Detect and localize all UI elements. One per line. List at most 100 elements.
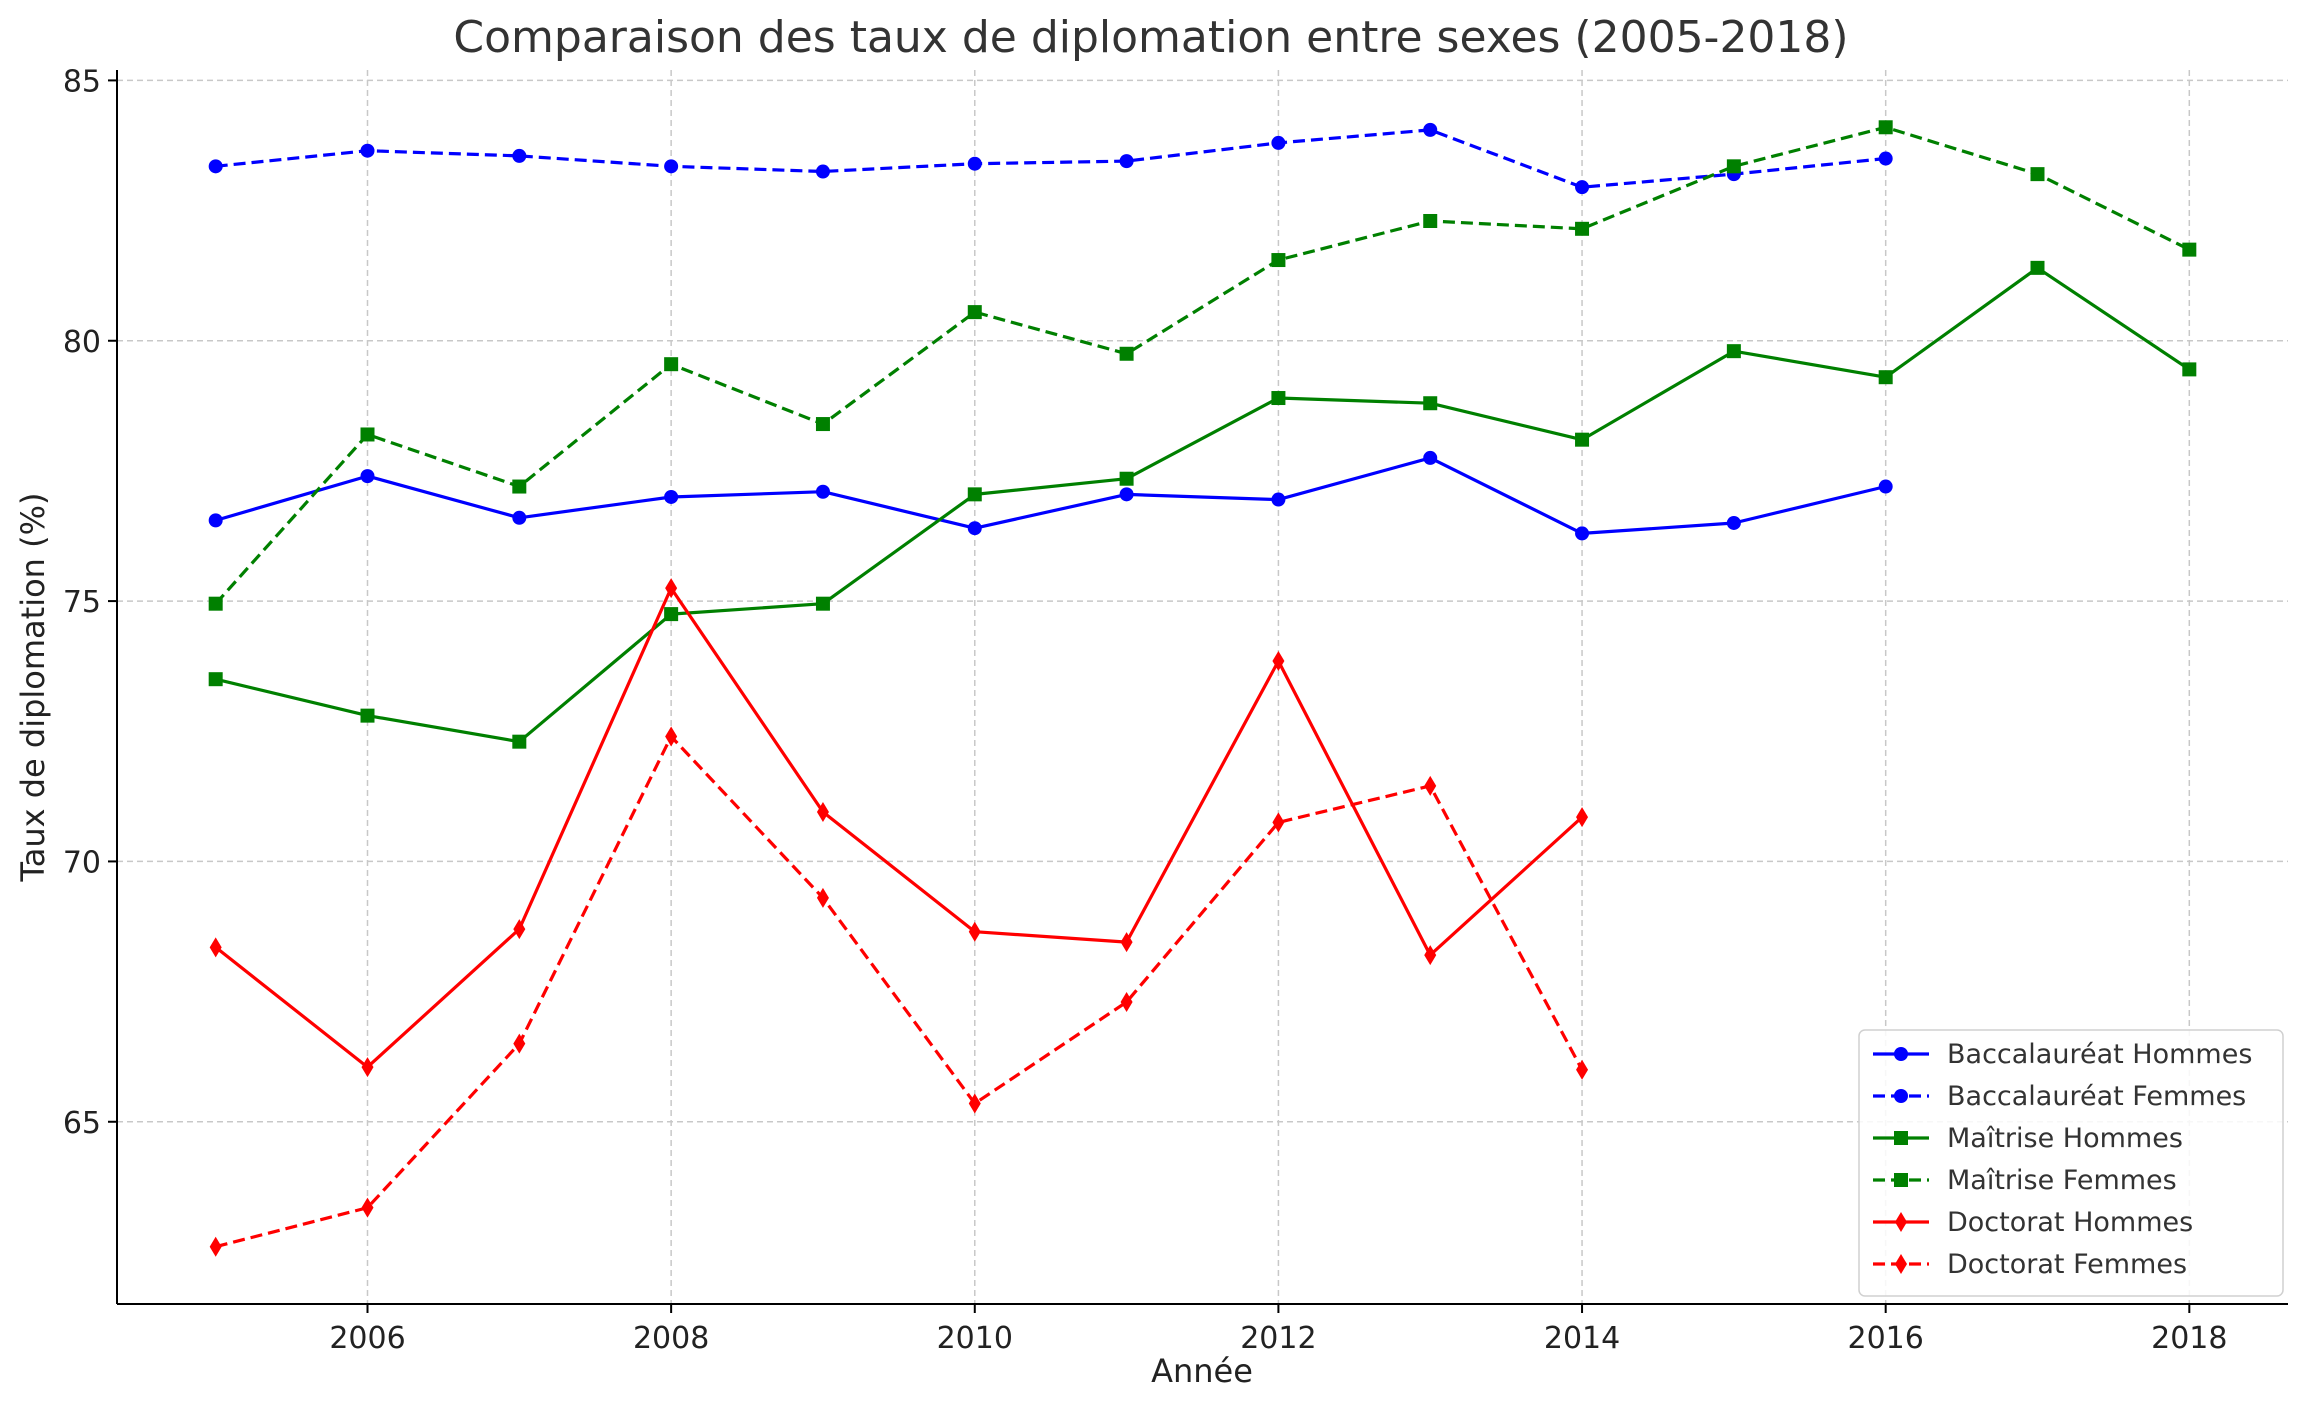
- data-point-doctorat-hommes: [1120, 932, 1133, 953]
- data-point-maitrise-femmes: [1575, 221, 1590, 236]
- legend-label-doctorat-hommes: Doctorat Hommes: [1947, 1207, 2193, 1238]
- data-point-doctorat-hommes: [968, 921, 981, 942]
- series-line-doctorat-femmes: [215, 734, 1584, 1249]
- data-point-baccalaureat-hommes: [1423, 450, 1438, 465]
- data-point-doctorat-femmes: [816, 887, 829, 908]
- series-line-baccalaureat-femmes: [215, 128, 1886, 189]
- data-point-maitrise-femmes: [1119, 346, 1134, 361]
- data-point-maitrise-femmes: [1878, 120, 1893, 135]
- y-tick-label: 85: [63, 64, 101, 99]
- data-point-maitrise-femmes: [1271, 253, 1286, 268]
- data-point-baccalaureat-hommes: [360, 469, 375, 484]
- data-point-baccalaureat-femmes: [1119, 154, 1134, 169]
- data-point-doctorat-femmes: [1272, 812, 1285, 833]
- legend-item-baccalaureat-hommes: Baccalauréat Hommes: [1873, 1039, 2252, 1070]
- data-point-maitrise-hommes: [1271, 391, 1286, 406]
- series-line-maitrise-hommes: [215, 266, 2191, 744]
- series-doctorat-femmes: [209, 726, 1589, 1257]
- data-point-doctorat-hommes: [665, 578, 678, 599]
- series-doctorat-hommes: [209, 578, 1589, 1078]
- legend-box: [1858, 1029, 2284, 1297]
- data-point-baccalaureat-hommes: [1271, 492, 1286, 507]
- data-point-baccalaureat-femmes: [208, 159, 223, 174]
- legend-marker-maitrise-hommes: [1894, 1131, 1908, 1145]
- data-point-maitrise-hommes: [967, 487, 982, 502]
- legend-item-maitrise-hommes: Maîtrise Hommes: [1873, 1123, 2183, 1154]
- data-point-baccalaureat-femmes: [967, 156, 982, 171]
- data-point-baccalaureat-femmes: [512, 148, 527, 163]
- legend-label-maitrise-hommes: Maîtrise Hommes: [1947, 1123, 2183, 1154]
- series-group: [208, 120, 2197, 1257]
- data-point-doctorat-femmes: [1120, 992, 1133, 1013]
- x-tick-label: 2006: [329, 1321, 405, 1356]
- data-point-doctorat-femmes: [1576, 1059, 1589, 1080]
- data-point-maitrise-hommes: [2182, 362, 2197, 377]
- data-point-doctorat-hommes: [361, 1057, 374, 1078]
- data-point-baccalaureat-hommes: [815, 484, 830, 499]
- data-point-baccalaureat-hommes: [664, 489, 679, 504]
- data-point-doctorat-femmes: [209, 1236, 222, 1257]
- data-point-maitrise-femmes: [1423, 213, 1438, 228]
- x-tick-label: 2012: [1240, 1321, 1316, 1356]
- chart-title: Comparaison des taux de diplomation entr…: [453, 12, 1848, 63]
- legend-item-baccalaureat-femmes: Baccalauréat Femmes: [1873, 1081, 2246, 1112]
- data-point-doctorat-hommes: [1576, 807, 1589, 828]
- grid: [117, 70, 2288, 1304]
- legend-label-baccalaureat-femmes: Baccalauréat Femmes: [1947, 1081, 2246, 1112]
- legend-label-baccalaureat-hommes: Baccalauréat Hommes: [1947, 1039, 2252, 1070]
- y-tick-label: 75: [63, 585, 101, 620]
- series-line-maitrise-femmes: [214, 125, 2191, 605]
- data-point-baccalaureat-hommes: [967, 521, 982, 536]
- series-line-doctorat-hommes: [214, 586, 1584, 1069]
- y-axis-label: Taux de diplomation (%): [14, 492, 52, 882]
- data-point-maitrise-hommes: [815, 596, 830, 611]
- legend-marker-baccalaureat-femmes: [1894, 1089, 1908, 1103]
- data-point-baccalaureat-femmes: [1271, 135, 1286, 150]
- data-point-maitrise-femmes: [815, 417, 830, 432]
- data-point-doctorat-hommes: [1424, 945, 1437, 966]
- data-point-baccalaureat-femmes: [1423, 122, 1438, 137]
- data-point-baccalaureat-hommes: [1575, 526, 1590, 541]
- y-tick-label: 65: [63, 1106, 101, 1141]
- ticks: 2006 2008 2010 2012 2014 2016 2018 65 70 75 80 85: [63, 64, 2228, 1356]
- data-point-maitrise-femmes: [208, 596, 223, 611]
- x-axis-label: Année: [1151, 1352, 1253, 1390]
- data-point-doctorat-hommes: [513, 919, 526, 940]
- data-point-maitrise-femmes: [1726, 159, 1741, 174]
- data-point-baccalaureat-hommes: [208, 513, 223, 528]
- data-point-doctorat-hommes: [1272, 650, 1285, 671]
- data-point-maitrise-hommes: [664, 607, 679, 622]
- legend-item-doctorat-hommes: Doctorat Hommes: [1873, 1207, 2193, 1238]
- data-point-doctorat-femmes: [1424, 775, 1437, 796]
- data-point-doctorat-hommes: [816, 801, 829, 822]
- series-maitrise-hommes: [208, 260, 2197, 749]
- series-line-baccalaureat-hommes: [215, 456, 1887, 536]
- data-point-maitrise-hommes: [360, 708, 375, 723]
- data-point-maitrise-hommes: [512, 734, 527, 749]
- data-point-maitrise-hommes: [2030, 260, 2045, 275]
- x-tick-label: 2010: [937, 1321, 1013, 1356]
- data-point-baccalaureat-hommes: [1726, 515, 1741, 530]
- x-tick-label: 2018: [2151, 1321, 2227, 1356]
- legend-marker-baccalaureat-hommes: [1894, 1047, 1908, 1061]
- data-point-baccalaureat-hommes: [1119, 487, 1134, 502]
- data-point-maitrise-femmes: [2030, 167, 2045, 182]
- x-tick-label: 2016: [1848, 1321, 1924, 1356]
- data-point-doctorat-femmes: [968, 1093, 981, 1114]
- data-point-doctorat-femmes: [513, 1033, 526, 1054]
- data-point-doctorat-femmes: [665, 726, 678, 747]
- data-point-maitrise-hommes: [208, 672, 223, 687]
- legend-item-maitrise-femmes: Maîtrise Femmes: [1873, 1165, 2177, 1196]
- data-point-maitrise-femmes: [360, 427, 375, 442]
- legend-label-maitrise-femmes: Maîtrise Femmes: [1947, 1165, 2177, 1196]
- legend: Baccalauréat Hommes Baccalauréat Femmes Ma…: [1858, 1029, 2284, 1297]
- data-point-maitrise-hommes: [1119, 471, 1134, 486]
- data-point-doctorat-femmes: [361, 1197, 374, 1218]
- data-point-maitrise-hommes: [1575, 432, 1590, 447]
- x-tick-label: 2014: [1544, 1321, 1620, 1356]
- data-point-baccalaureat-femmes: [664, 159, 679, 174]
- legend-label-doctorat-femmes: Doctorat Femmes: [1947, 1249, 2187, 1280]
- data-point-maitrise-femmes: [512, 479, 527, 494]
- series-baccalaureat-hommes: [208, 450, 1893, 541]
